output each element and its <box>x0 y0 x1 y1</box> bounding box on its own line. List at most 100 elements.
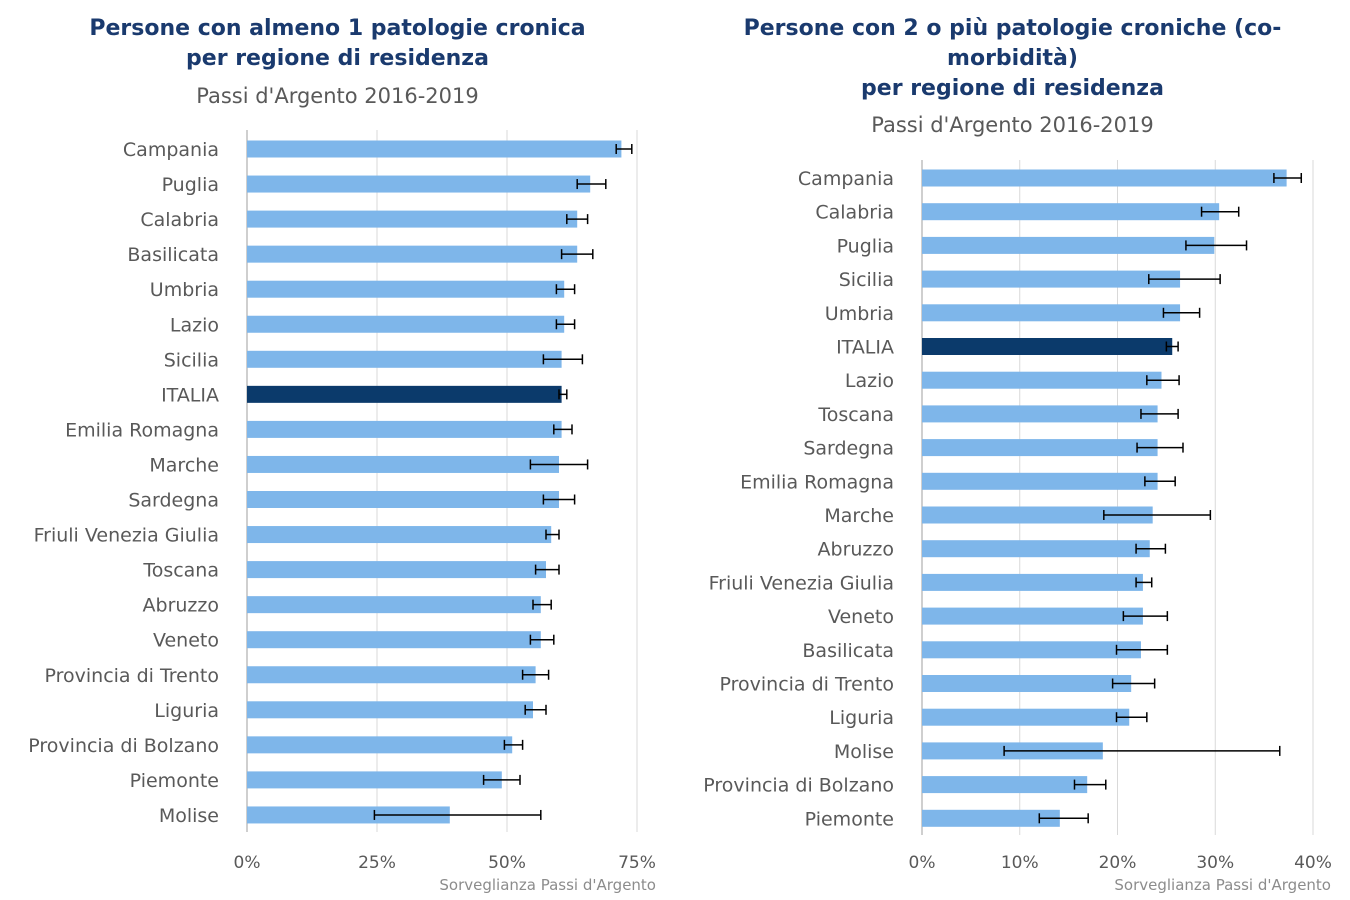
error-bar <box>615 144 633 154</box>
chart-subtitle: Passi d'Argento 2016-2019 <box>871 113 1154 137</box>
category-label: Sardegna <box>803 438 894 460</box>
category-label: Abruzzo <box>143 595 219 617</box>
error-bar <box>1115 712 1148 723</box>
x-tick-label: 0% <box>234 853 261 873</box>
bar-chart-right: 0% 10% 20% 30% 40% Campania Calabria Puglia Sici… <box>703 160 1332 894</box>
category-label: Marche <box>824 505 894 527</box>
category-label: ITALIA <box>161 384 219 406</box>
bar <box>247 806 450 824</box>
error-bar <box>532 599 552 610</box>
error-bar <box>482 774 521 785</box>
category-label: Molise <box>834 741 894 763</box>
error-bar <box>1103 510 1212 520</box>
bar-chart-left: 0% 25% 50% 75% Campania Puglia Calabria Basilic… <box>28 130 656 894</box>
category-label: Veneto <box>828 606 894 628</box>
x-tick-label: 10% <box>1001 853 1039 873</box>
bar <box>247 175 591 193</box>
category-label: Puglia <box>837 235 894 257</box>
bar <box>922 304 1181 322</box>
x-tick-label: 75% <box>618 853 656 873</box>
bar <box>247 350 562 368</box>
error-bar <box>1073 779 1107 790</box>
bar <box>922 675 1132 692</box>
category-label: Marche <box>149 454 219 476</box>
x-tick-label: 40% <box>1294 853 1332 873</box>
error-bar <box>542 354 584 365</box>
bar-highlight <box>247 385 562 403</box>
error-bar <box>1144 476 1176 487</box>
error-bar <box>1148 274 1221 285</box>
category-label: Veneto <box>153 630 219 652</box>
category-label: Abruzzo <box>818 539 894 561</box>
bar <box>247 561 546 579</box>
bar <box>247 666 536 684</box>
source-note: Sorveglianza Passi d'Argento <box>1114 876 1331 894</box>
bar <box>922 506 1153 524</box>
bar <box>247 771 502 789</box>
error-bar <box>560 249 594 260</box>
error-bar <box>534 564 560 575</box>
category-label: Liguria <box>829 707 894 729</box>
error-bar <box>555 284 576 295</box>
error-bar <box>1038 813 1089 824</box>
chart-title-line: morbidità) <box>947 46 1078 71</box>
chart-title-line: Persone con almeno 1 patologie cronica <box>89 16 586 41</box>
bar <box>922 607 1143 625</box>
category-label: Basilicata <box>127 244 219 266</box>
category-label: Provincia di Bolzano <box>703 775 894 797</box>
error-bar <box>521 669 550 680</box>
bar-highlight <box>922 338 1173 355</box>
bar <box>247 491 559 508</box>
bar <box>247 245 578 263</box>
error-bar <box>503 739 524 750</box>
category-label: Piemonte <box>805 808 894 830</box>
category-label: Friuli Venezia Giulia <box>709 572 894 594</box>
error-bar <box>529 634 555 645</box>
category-label: Puglia <box>162 174 219 196</box>
error-bar <box>1136 442 1184 453</box>
error-bar <box>1273 173 1303 183</box>
bar <box>247 631 541 649</box>
error-bar <box>1135 577 1153 588</box>
category-label: Liguria <box>154 700 219 722</box>
bar <box>922 203 1220 221</box>
chart-title-line: Persone con 2 o più patologie croniche (… <box>743 16 1282 41</box>
x-tick-label: 30% <box>1196 853 1234 873</box>
source-note: Sorveglianza Passi d'Argento <box>439 876 656 894</box>
bar <box>922 439 1158 457</box>
category-label: Provincia di Trento <box>44 665 219 687</box>
bar <box>247 701 533 719</box>
chart-title-line: per regione di residenza <box>186 46 489 71</box>
bar <box>922 270 1181 288</box>
error-bar <box>1165 341 1179 352</box>
bar <box>922 405 1158 423</box>
error-bar <box>553 424 573 435</box>
bar <box>922 236 1215 254</box>
bar <box>247 455 559 473</box>
error-bar <box>1115 644 1169 655</box>
category-label: Campania <box>798 168 894 190</box>
x-tick-label: 25% <box>358 853 396 873</box>
bar <box>922 472 1158 490</box>
chart-panel-left: Persone con almeno 1 patologie cronica p… <box>28 16 656 894</box>
error-bar <box>1003 745 1281 756</box>
x-tick-label: 0% <box>909 853 936 873</box>
category-label: Friuli Venezia Giulia <box>34 525 219 547</box>
category-label: Calabria <box>815 202 894 224</box>
category-label: Provincia di Bolzano <box>28 735 219 757</box>
category-label: Sardegna <box>128 490 219 512</box>
category-label: Toscana <box>817 404 894 426</box>
error-bar <box>529 459 589 470</box>
error-bar <box>373 809 542 820</box>
bar <box>247 210 578 228</box>
category-label: Emilia Romagna <box>740 471 894 493</box>
category-label: Campania <box>123 139 219 161</box>
bar <box>247 280 565 298</box>
bar <box>922 169 1287 187</box>
error-bar <box>1185 240 1248 251</box>
error-bar <box>1146 375 1180 386</box>
category-label: Sicilia <box>839 269 894 291</box>
category-label: Molise <box>159 805 219 827</box>
error-bar <box>555 319 576 330</box>
error-bar <box>542 494 576 505</box>
